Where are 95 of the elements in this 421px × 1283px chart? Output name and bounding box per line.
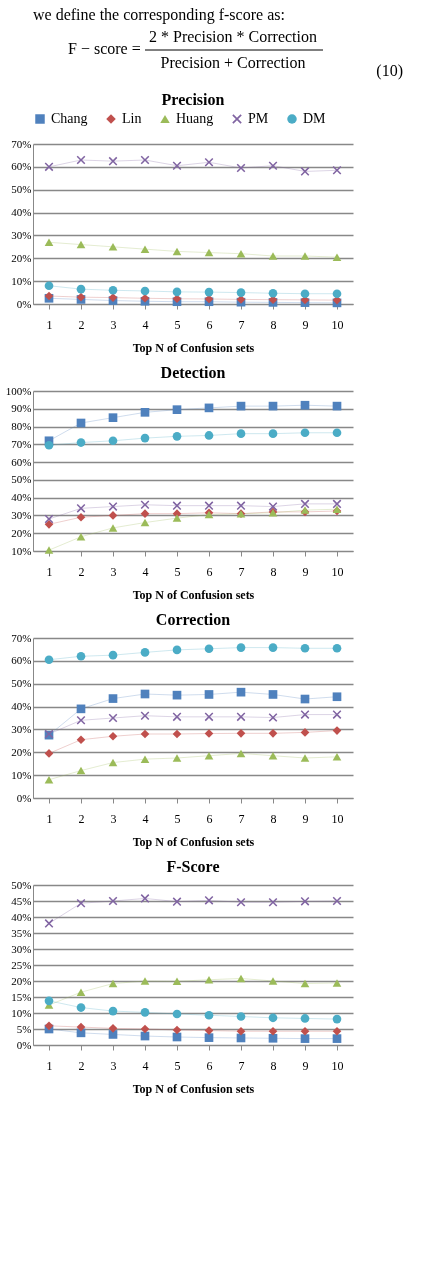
x-tick-label: 9 [302, 564, 309, 579]
x-tick-label: 8 [270, 1058, 277, 1073]
text: (10) [376, 62, 403, 80]
x-tick-label: 5 [174, 1058, 181, 1073]
x-tick-label: 7 [238, 564, 245, 579]
x-tick-label: 10 [331, 1058, 344, 1073]
y-tick-label: 20% [11, 974, 32, 987]
x-tick-label: 2 [78, 564, 85, 579]
y-tick-label: 40% [11, 700, 32, 713]
y-tick-label: 10% [11, 544, 32, 557]
y-tick-label: 0% [16, 791, 32, 804]
x-tick-label: 4 [142, 811, 149, 826]
y-tick-label: 60% [11, 654, 32, 667]
y-tick-label: 40% [11, 910, 32, 923]
y-tick-label: 50% [11, 677, 32, 690]
x-tick-label: 9 [302, 811, 309, 826]
x-tick-label: 7 [238, 1058, 245, 1073]
chart-title: F-Score [166, 858, 220, 875]
x-tick-label: 10 [331, 317, 344, 332]
y-tick-label: 60% [11, 455, 32, 468]
y-tick-label: 80% [11, 420, 32, 433]
legend-label: Lin [122, 111, 142, 126]
x-tick-label: 3 [110, 811, 117, 826]
y-tick-label: 40% [11, 206, 32, 219]
y-tick-label: 45% [11, 894, 32, 907]
x-tick-label: 1 [46, 564, 53, 579]
x-tick-label: 10 [331, 811, 344, 826]
x-tick-label: 1 [46, 317, 53, 332]
x-tick-label: 2 [78, 811, 85, 826]
x-tick-label: 10 [331, 564, 344, 579]
y-tick-label: 90% [11, 402, 32, 415]
y-tick-label: 40% [11, 491, 32, 504]
y-tick-label: 50% [11, 183, 32, 196]
y-tick-label: 70% [11, 631, 32, 644]
text: we define the corresponding f-score as: [33, 6, 285, 24]
x-tick-label: 5 [174, 317, 181, 332]
y-tick-label: 5% [16, 1022, 32, 1035]
x-tick-label: 8 [270, 317, 277, 332]
x-tick-label: 4 [142, 317, 149, 332]
y-tick-label: 70% [11, 437, 32, 450]
y-tick-label: 20% [11, 251, 32, 264]
x-tick-label: 6 [206, 317, 213, 332]
y-tick-label: 10% [11, 768, 32, 781]
x-tick-label: 7 [238, 317, 245, 332]
x-axis-title: Top N of Confusion sets [132, 340, 255, 355]
x-tick-label: 3 [110, 317, 117, 332]
x-tick-label: 6 [206, 811, 213, 826]
y-tick-label: 0% [16, 1038, 32, 1051]
chart-title: Precision [161, 91, 225, 108]
x-tick-label: 3 [110, 564, 117, 579]
y-tick-label: 25% [11, 958, 32, 971]
text: F − score = [68, 40, 141, 57]
x-tick-label: 9 [302, 317, 309, 332]
y-tick-label: 10% [11, 1006, 32, 1019]
x-tick-label: 7 [238, 811, 245, 826]
y-tick-label: 70% [11, 137, 32, 150]
y-tick-label: 60% [11, 160, 32, 173]
x-axis-title: Top N of Confusion sets [132, 587, 255, 602]
y-tick-label: 20% [11, 526, 32, 539]
y-tick-label: 30% [11, 508, 32, 521]
y-tick-label: 30% [11, 228, 32, 241]
x-tick-label: 2 [78, 317, 85, 332]
x-tick-label: 6 [206, 564, 213, 579]
x-tick-label: 6 [206, 1058, 213, 1073]
x-tick-label: 1 [46, 1058, 53, 1073]
x-axis-title: Top N of Confusion sets [132, 834, 255, 849]
y-tick-label: 30% [11, 942, 32, 955]
x-tick-label: 9 [302, 1058, 309, 1073]
x-tick-label: 5 [174, 811, 181, 826]
y-tick-label: 0% [16, 297, 32, 310]
legend-label: DM [303, 111, 327, 126]
chart-title: Correction [155, 611, 231, 628]
chart-title: Detection [160, 364, 226, 381]
x-tick-label: 8 [270, 564, 277, 579]
x-tick-label: 1 [46, 811, 53, 826]
x-tick-label: 2 [78, 1058, 85, 1073]
y-tick-label: 35% [11, 926, 32, 939]
x-axis-title: Top N of Confusion sets [132, 1081, 255, 1096]
x-tick-label: 4 [142, 564, 149, 579]
x-tick-label: 8 [270, 811, 277, 826]
y-tick-label: 20% [11, 745, 32, 758]
legend-label: Huang [176, 111, 214, 126]
y-tick-label: 10% [11, 274, 32, 287]
y-tick-label: 50% [11, 878, 32, 891]
y-tick-label: 50% [11, 473, 32, 486]
y-tick-label: 15% [11, 990, 32, 1003]
x-tick-label: 5 [174, 564, 181, 579]
y-tick-label: 100% [5, 384, 32, 397]
text: Precision + Correction [160, 54, 306, 71]
y-tick-label: 30% [11, 722, 32, 735]
text: 2 * Precision * Correction [149, 28, 317, 45]
legend-label: PM [248, 111, 269, 126]
legend-label: Chang [51, 111, 88, 126]
x-tick-label: 4 [142, 1058, 149, 1073]
x-tick-label: 3 [110, 1058, 117, 1073]
